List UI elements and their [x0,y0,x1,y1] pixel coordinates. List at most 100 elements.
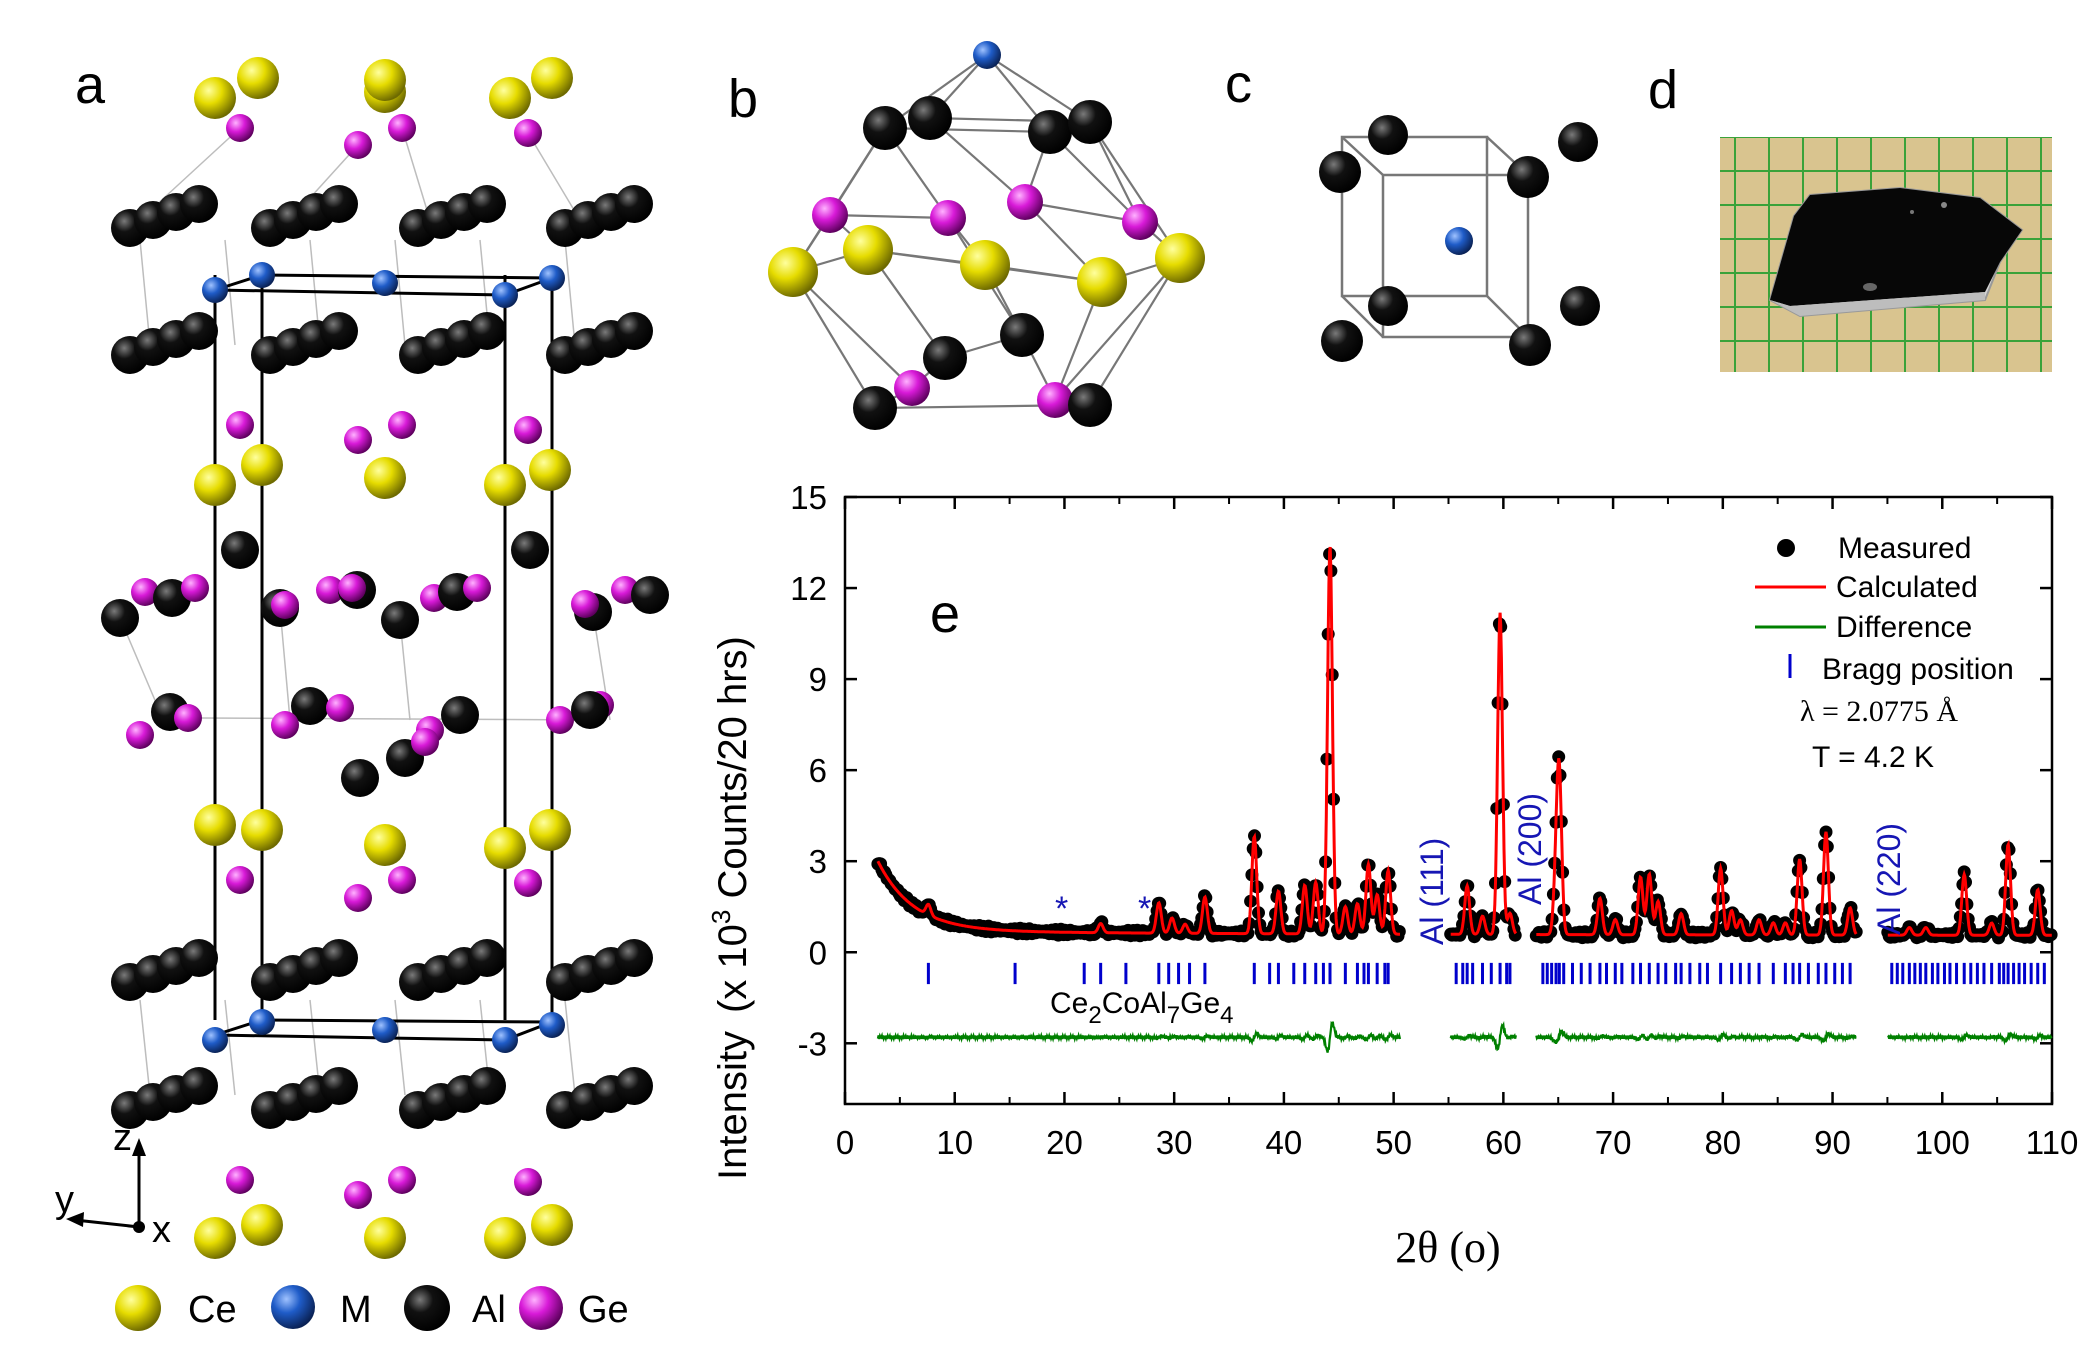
al-atom [1068,383,1112,427]
wavelength-symbol: λ [1800,695,1815,728]
ge-atom [226,1166,254,1194]
y-tick-label: 3 [809,843,827,880]
ce-atom [843,225,893,275]
polyhedron-edge [1054,257,1181,401]
al-atom [468,1067,506,1105]
ge-atom [126,721,154,749]
ge-swatch [519,1286,563,1330]
m-atom [539,1012,565,1038]
polyhedron-edge [884,126,1051,134]
element-key: Ce M Al Ge [115,1285,629,1331]
axis-x-label: x [152,1209,171,1251]
al-atom [615,185,653,223]
al-atom [441,696,479,734]
al-atom [1068,100,1112,144]
x-tick-label: 80 [1704,1124,1741,1161]
bond-line [564,239,576,346]
ce-atom [241,809,283,851]
m-atom [492,1027,518,1053]
ce-atom [237,57,279,99]
ge-atom [316,576,344,604]
ge-atom [1007,184,1043,220]
x-tick-label: 100 [1915,1124,1970,1161]
ge-atom [463,574,491,602]
ce-atom [1155,233,1205,283]
al-111-label: Al (111) [1414,838,1450,945]
cell-edge [261,1018,553,1024]
axis-y-label: y [55,1179,74,1221]
al-atom [511,531,549,569]
ce-atom [364,59,406,101]
polyhedron-edge [1089,257,1181,406]
m-atom [202,277,228,303]
panel-label-d: d [1648,60,1678,120]
x-tick-label: 60 [1485,1124,1522,1161]
key-ge-label: Ge [578,1289,629,1331]
calculated-line [1887,839,2052,937]
ge-atom [388,411,416,439]
al-swatch [404,1285,450,1331]
ge-atom [226,114,254,142]
axis-ticks: 0 10 20 30 40 50 60 70 80 90 100 110 -3 0 3 6 9 12 15 [790,479,2078,1161]
key-ce-label: Ce [188,1289,237,1331]
impurity-marker-1: * [1055,890,1068,928]
bond-line [527,132,581,221]
ge-atom [1122,204,1158,240]
ce-atom [531,57,573,99]
ce-atom [531,1204,573,1246]
calculated-line [876,546,1400,936]
al-atom [101,599,139,637]
ce-atom [529,449,571,491]
compound-formula: Ce2CoAl7Ge4 [1050,987,1234,1029]
m-atom [1445,227,1473,255]
ce-atom [489,77,531,119]
al-atom [221,531,259,569]
m-cube-panel [1319,115,1600,366]
ce-atom [768,247,818,297]
m-swatch [271,1285,315,1329]
ce-polyhedron-panel [768,41,1205,430]
al-atom [908,96,952,140]
al-atom [923,336,967,380]
ge-atom [344,426,372,454]
ge-atom [271,591,299,619]
x-tick-label: 0 [836,1124,854,1161]
panel-label-b: b [728,69,758,129]
al-atom [180,939,218,977]
ce-atom [364,1217,406,1259]
y-tick-label: 15 [790,479,827,516]
ce-atom [194,1217,236,1259]
al-atom [320,185,358,223]
y-tick-label: 12 [790,570,827,607]
m-atom [249,262,275,288]
diffraction-chart: 0 10 20 30 40 50 60 70 80 90 100 110 -3 0 3 6 9 12 15 Inte… [706,479,2078,1272]
ge-atom [226,411,254,439]
difference-line [1449,1020,1517,1052]
x-tick-label: 110 [2026,1124,2079,1161]
ge-atom [930,200,966,236]
measured-point [1552,750,1566,764]
polyhedron-edge [1089,121,1181,259]
ge-atom [812,197,848,233]
legend: Measured Calculated Difference Bragg pos… [1755,532,2014,774]
m-atom [492,282,518,308]
polyhedron-edge [792,271,913,389]
bond-line [394,999,406,1096]
al-atom [180,1067,218,1105]
ge-atom [571,590,599,618]
al-atom [615,1067,653,1105]
calculated-line [1450,612,1518,936]
al-220-label: Al (220) [1871,823,1907,935]
m-atom [539,265,565,291]
ge-atom [388,1166,416,1194]
m-atom [372,270,398,296]
crystal-photo [1720,137,2052,372]
ge-atom [271,711,299,739]
ce-swatch [115,1285,161,1331]
bond-line [224,999,236,1096]
crystal-structure-panel [101,57,669,1259]
ce-atom [194,77,236,119]
polyhedron-atoms [768,41,1205,430]
ge-atom [388,866,416,894]
ce-atom [194,464,236,506]
